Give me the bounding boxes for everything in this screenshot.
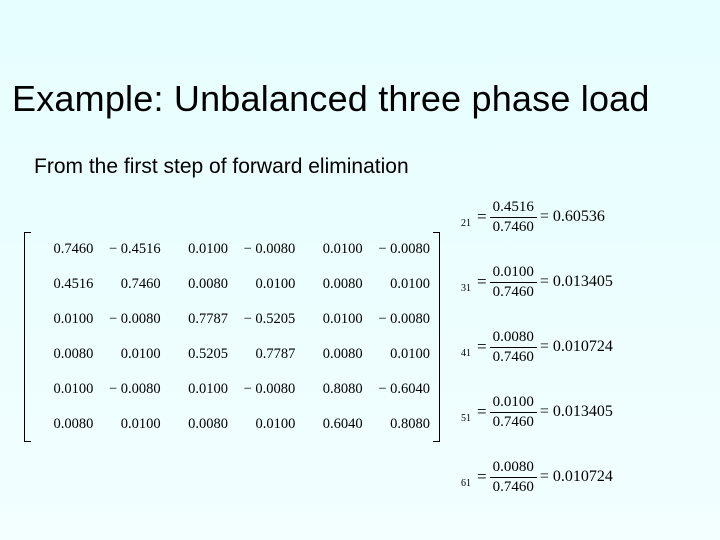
matrix-cell: − 0.0080 [367,232,434,267]
fraction-denominator: 0.7460 [490,283,537,302]
matrix-row: 0.0080 0.0100 0.5205 0.7787 0.0080 0.010… [30,337,434,372]
matrix-cell: 0.5205 [165,337,232,372]
slide: Example: Unbalanced three phase load Fro… [0,0,720,540]
subtitle: From the first step of forward eliminati… [34,155,409,179]
multiplier-symbol: 31 [460,277,470,288]
matrix-cell: − 0.6040 [367,372,434,407]
equation-result: = 0.010724 [540,338,613,356]
matrix-cell: 0.7787 [232,337,299,372]
matrix-cell: 0.0080 [30,407,97,442]
fraction-denominator: 0.7460 [490,348,537,367]
matrix-cell: 0.0080 [299,267,366,302]
equation-row: 61 = 0.0080 0.7460 = 0.010724 [460,458,710,496]
equation-row: 21 = 0.4516 0.7460 = 0.60536 [460,198,710,236]
equals-sign: = [477,402,487,422]
multiplier-symbol: 51 [460,407,470,418]
equation-result: = 0.60536 [540,208,605,226]
matrix-row: 0.4516 0.7460 0.0080 0.0100 0.0080 0.010… [30,267,434,302]
matrix-cell: 0.0100 [232,267,299,302]
fraction: 0.0080 0.7460 [490,458,537,496]
matrix-cell: 0.0100 [367,337,434,372]
fraction-numerator: 0.0100 [490,393,537,412]
matrix-cell: 0.8080 [367,407,434,442]
equals-sign: = [477,467,487,487]
multiplier-subscript: 61 [461,478,471,489]
coefficient-matrix: 0.7460 − 0.4516 0.0100 − 0.0080 0.0100 −… [30,232,434,442]
fraction: 0.4516 0.7460 [490,198,537,236]
multiplier-subscript: 31 [461,283,471,294]
multiplier-symbol: 21 [460,212,470,223]
equation-row: 31 = 0.0100 0.7460 = 0.013405 [460,263,710,301]
multiplier-subscript: 21 [461,218,471,229]
multiplier-symbol: 41 [460,342,470,353]
fraction-numerator: 0.4516 [490,198,537,217]
matrix-row: 0.7460 − 0.4516 0.0100 − 0.0080 0.0100 −… [30,232,434,267]
matrix-row: 0.0100 − 0.0080 0.0100 − 0.0080 0.8080 −… [30,372,434,407]
matrix-table: 0.7460 − 0.4516 0.0100 − 0.0080 0.0100 −… [30,232,434,442]
equals-sign: = [477,337,487,357]
matrix-cell: 0.7787 [165,302,232,337]
matrix-cell: 0.0100 [30,302,97,337]
fraction-denominator: 0.7460 [490,218,537,237]
fraction-denominator: 0.7460 [490,413,537,432]
matrix-cell: − 0.0080 [232,372,299,407]
fraction: 0.0100 0.7460 [490,393,537,431]
matrix-cell: 0.0100 [232,407,299,442]
matrix-cell: − 0.4516 [97,232,164,267]
matrix-cell: 0.0100 [299,232,366,267]
matrix-cell: 0.0100 [367,267,434,302]
matrix-cell: − 0.5205 [232,302,299,337]
equation-row: 41 = 0.0080 0.7460 = 0.010724 [460,328,710,366]
matrix-cell: 0.0080 [30,337,97,372]
multiplier-subscript: 41 [461,348,471,359]
matrix-cell: 0.0100 [97,407,164,442]
fraction: 0.0080 0.7460 [490,328,537,366]
equation-row: 51 = 0.0100 0.7460 = 0.013405 [460,393,710,431]
matrix-cell: 0.7460 [97,267,164,302]
fraction-denominator: 0.7460 [490,478,537,497]
multiplier-subscript: 51 [461,413,471,424]
matrix-row: 0.0100 − 0.0080 0.7787 − 0.5205 0.0100 −… [30,302,434,337]
matrix-cell: 0.8080 [299,372,366,407]
equals-sign: = [477,207,487,227]
matrix-cell: 0.0080 [165,267,232,302]
matrix-cell: 0.7460 [30,232,97,267]
fraction-numerator: 0.0080 [490,328,537,347]
multiplier-symbol: 61 [460,472,470,483]
multiplier-equations: 21 = 0.4516 0.7460 = 0.60536 31 = 0.0100… [460,198,710,523]
matrix-cell: − 0.0080 [97,302,164,337]
matrix-cell: 0.0080 [165,407,232,442]
matrix-cell: 0.0100 [97,337,164,372]
fraction: 0.0100 0.7460 [490,263,537,301]
page-title: Example: Unbalanced three phase load [12,78,650,120]
equation-result: = 0.013405 [540,403,613,421]
matrix-cell: 0.0100 [299,302,366,337]
matrix-cell: − 0.0080 [232,232,299,267]
matrix-cell: − 0.0080 [97,372,164,407]
matrix-cell: 0.6040 [299,407,366,442]
matrix-cell: 0.0100 [165,372,232,407]
matrix-cell: 0.0100 [165,232,232,267]
matrix-cell: 0.0100 [30,372,97,407]
matrix-cell: 0.0080 [299,337,366,372]
equals-sign: = [477,272,487,292]
equation-result: = 0.010724 [540,468,613,486]
matrix-row: 0.0080 0.0100 0.0080 0.0100 0.6040 0.808… [30,407,434,442]
matrix-cell: 0.4516 [30,267,97,302]
equation-result: = 0.013405 [540,273,613,291]
fraction-numerator: 0.0100 [490,263,537,282]
matrix-cell: − 0.0080 [367,302,434,337]
fraction-numerator: 0.0080 [490,458,537,477]
